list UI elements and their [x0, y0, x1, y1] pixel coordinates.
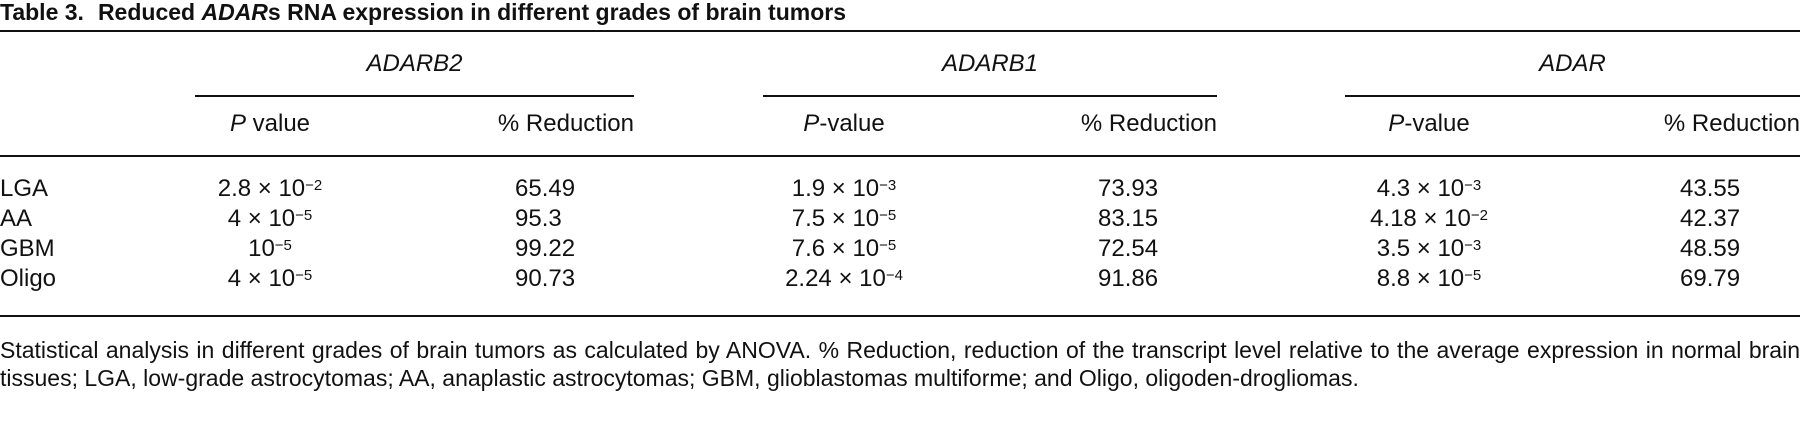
top-rule	[0, 30, 1800, 32]
table-label: Table 3.	[0, 0, 84, 25]
header-part: P	[1388, 110, 1405, 137]
group-rule	[195, 95, 634, 97]
bottom-rule	[0, 315, 1800, 317]
footnote: Statistical analysis in different grades…	[0, 337, 1800, 391]
column-header: % Reduction	[1664, 110, 1800, 138]
header-part: -value	[819, 110, 885, 137]
p-value-base: 4.3 × 10	[1376, 175, 1465, 202]
p-value-base: 7.6 × 10	[791, 235, 880, 262]
row-label: GBM	[0, 235, 55, 262]
p-value-exponent: −5	[1464, 267, 1482, 284]
percent-reduction: 72.54	[1098, 235, 1159, 262]
group-rule	[1345, 95, 1800, 97]
p-value-exponent: −2	[305, 177, 323, 194]
p-value: 4.18 × 10−2	[1370, 205, 1488, 233]
p-value-exponent: −3	[1464, 237, 1482, 254]
header-part: P	[229, 110, 246, 137]
column-header: P-value	[1388, 110, 1469, 138]
percent-reduction: 48.59	[1680, 235, 1741, 262]
column-header: P value	[230, 110, 310, 138]
percent-reduction: 99.22	[515, 235, 576, 262]
p-value: 2.8 × 10−2	[218, 175, 323, 203]
p-value-exponent: −5	[295, 207, 313, 224]
column-header: % Reduction	[498, 110, 634, 138]
p-value-exponent: −5	[295, 267, 313, 284]
percent-reduction: 83.15	[1098, 205, 1159, 232]
p-value-base: 1.9 × 10	[791, 175, 880, 202]
p-value: 8.8 × 10−5	[1377, 265, 1482, 293]
p-value-exponent: −4	[885, 267, 903, 284]
p-value: 1.9 × 10−3	[792, 175, 897, 203]
percent-reduction: 69.79	[1680, 265, 1741, 292]
p-value-base: 2.24 × 10	[785, 265, 886, 292]
group-header: ADAR	[1539, 50, 1606, 77]
table-title: Table 3. Reduced ADARs RNA expression in …	[0, 0, 846, 26]
p-value-base: 2.8 × 10	[217, 175, 306, 202]
p-value: 4 × 10−5	[228, 265, 313, 293]
p-value-base: 4 × 10	[227, 265, 296, 292]
p-value-exponent: −3	[1464, 177, 1482, 194]
p-value-exponent: −5	[274, 237, 292, 254]
header-part: % Reduction	[1080, 110, 1217, 137]
p-value: 3.5 × 10−3	[1377, 235, 1482, 263]
row-label: LGA	[0, 175, 49, 202]
header-part: -value	[1404, 110, 1470, 137]
group-header: ADARB1	[941, 50, 1039, 77]
p-value-exponent: −2	[1470, 207, 1488, 224]
p-value-exponent: −5	[879, 207, 897, 224]
p-value-exponent: −3	[879, 177, 897, 194]
group-rule	[763, 95, 1217, 97]
p-value-base: 10	[248, 235, 275, 262]
p-value: 7.6 × 10−5	[792, 235, 897, 263]
title-part: ADAR	[201, 0, 268, 25]
percent-reduction: 43.55	[1680, 175, 1741, 202]
percent-reduction: 73.93	[1098, 175, 1159, 202]
header-rule	[0, 155, 1800, 157]
p-value: 4.3 × 10−3	[1377, 175, 1482, 203]
percent-reduction: 95.3	[515, 205, 562, 232]
group-header: ADARB2	[366, 50, 463, 77]
p-value-exponent: −5	[879, 237, 897, 254]
column-header: P-value	[803, 110, 884, 138]
percent-reduction: 65.49	[515, 175, 576, 202]
row-label: AA	[0, 205, 33, 232]
p-value-base: 7.5 × 10	[791, 205, 880, 232]
p-value-base: 4.18 × 10	[1370, 205, 1471, 232]
title-part: s RNA expression in different grades of …	[267, 0, 847, 25]
p-value: 10−5	[248, 235, 292, 263]
column-header: % Reduction	[1081, 110, 1217, 138]
p-value-base: 8.8 × 10	[1376, 265, 1465, 292]
percent-reduction: 90.73	[515, 265, 576, 292]
header-part: value	[245, 110, 311, 137]
percent-reduction: 91.86	[1098, 265, 1159, 292]
row-label: Oligo	[0, 265, 57, 292]
p-value: 4 × 10−5	[228, 205, 313, 233]
p-value: 2.24 × 10−4	[785, 265, 903, 293]
header-part: % Reduction	[1663, 110, 1800, 137]
title-part: Reduced	[97, 0, 202, 25]
p-value-base: 3.5 × 10	[1376, 235, 1465, 262]
p-value-base: 4 × 10	[227, 205, 296, 232]
header-part: P	[803, 110, 820, 137]
percent-reduction: 42.37	[1680, 205, 1741, 232]
header-part: % Reduction	[497, 110, 634, 137]
p-value: 7.5 × 10−5	[792, 205, 897, 233]
